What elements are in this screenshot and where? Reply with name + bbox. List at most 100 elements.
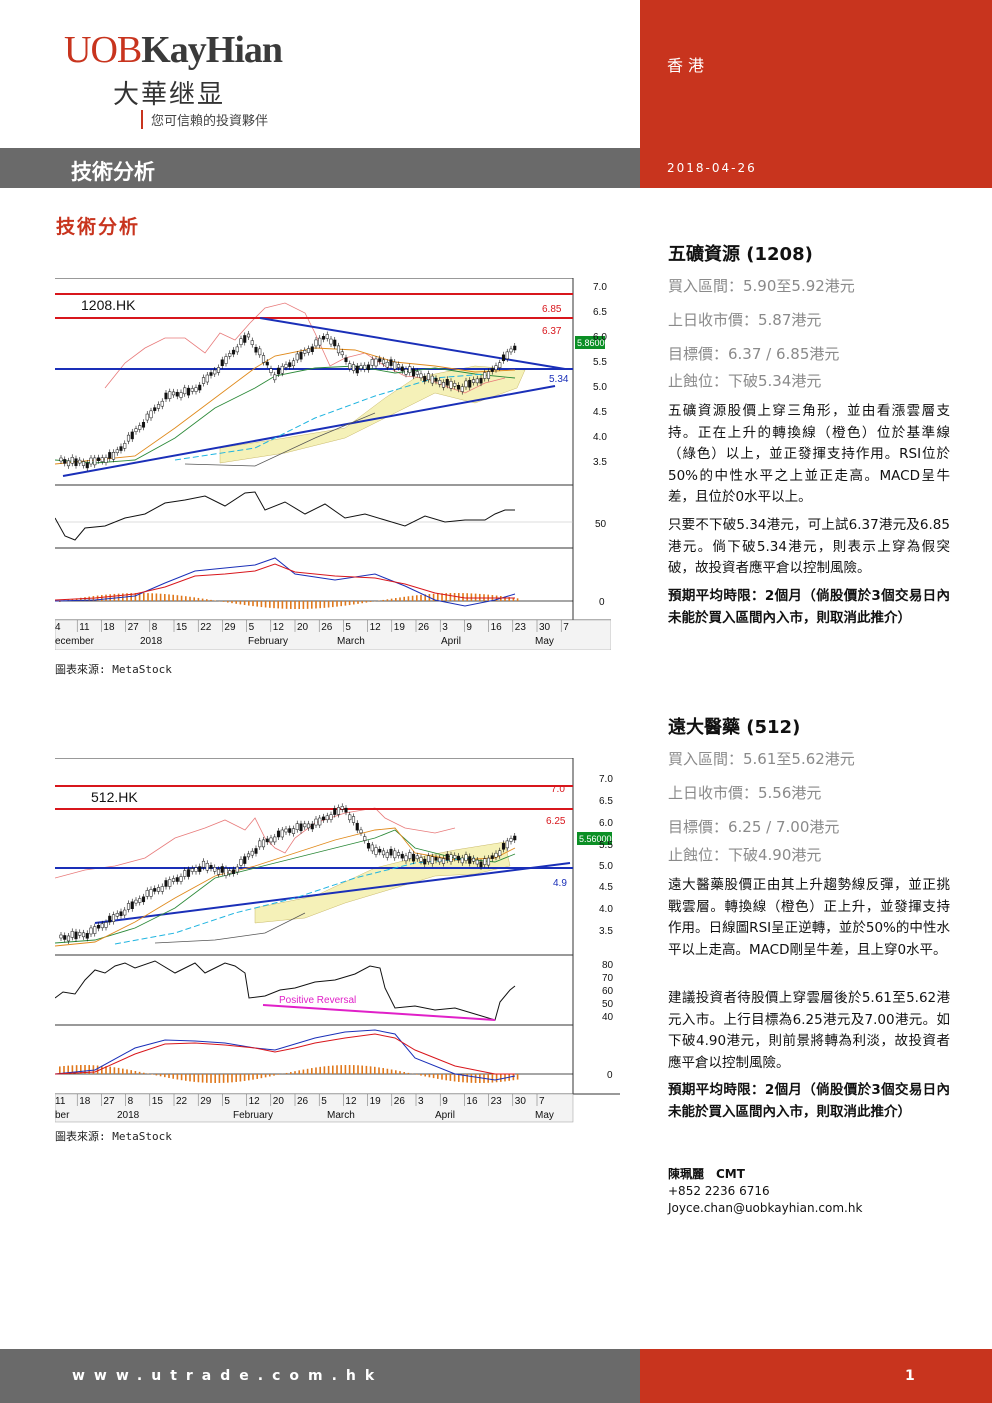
macd-bar	[365, 1065, 368, 1074]
candle-body	[126, 903, 131, 910]
macd-bar	[315, 601, 317, 609]
candle-body	[89, 927, 93, 935]
stock-2-last-price-tag: 5.56000	[579, 834, 612, 844]
candle-body	[396, 852, 401, 856]
x-day-label: 20	[297, 622, 309, 633]
macd-bar	[462, 1074, 464, 1083]
candle-body	[205, 863, 209, 871]
candle-body	[175, 877, 179, 882]
macd-bar	[516, 598, 519, 601]
candle-body	[66, 460, 71, 467]
macd-bar	[441, 1074, 443, 1080]
x-day-label: 26	[297, 1096, 309, 1107]
macd-bar	[63, 1065, 65, 1074]
macd-bar	[117, 1067, 120, 1074]
macd-bar	[294, 1071, 296, 1074]
candle-body	[254, 848, 258, 854]
candle-body	[385, 852, 389, 858]
candle-body	[164, 880, 168, 887]
brand-slogan: 您可信賴的投資夥伴	[141, 110, 268, 129]
candle-body	[96, 457, 101, 462]
macd-bar	[256, 601, 258, 607]
macd-bar	[185, 1074, 187, 1081]
candle-body	[321, 816, 326, 821]
macd-bar	[323, 601, 326, 608]
stock-1-ytick: 5.5	[593, 357, 607, 368]
x-month-label: February	[233, 1110, 273, 1121]
candle-body	[471, 858, 476, 862]
candle-body	[449, 854, 453, 862]
macd-bar	[214, 1074, 216, 1083]
macd-bar	[164, 594, 166, 601]
macd-bar	[437, 593, 439, 601]
candle-body	[134, 899, 138, 904]
stock-1-ytick: 4.5	[593, 407, 607, 418]
candle-body	[179, 876, 183, 882]
stock-1-macd-tick: 0	[599, 597, 605, 608]
macd-bar	[399, 597, 401, 601]
candle-body	[284, 828, 288, 833]
candle-body	[468, 856, 472, 864]
macd-bar	[311, 601, 313, 609]
candle-body	[486, 371, 491, 379]
macd-bar	[407, 1072, 410, 1074]
candle-body	[269, 368, 273, 373]
macd-bar	[151, 1074, 153, 1075]
x-day-label: 27	[128, 622, 140, 633]
candle-body	[426, 855, 431, 863]
stock-2-ytick: 5.5	[599, 840, 613, 851]
stock-1-last-close: 上日收市價：5.87港元	[668, 311, 822, 329]
candle-body	[220, 866, 224, 873]
candle-body	[273, 374, 277, 381]
macd-bar	[105, 594, 107, 601]
candle-body	[314, 339, 318, 347]
candle-body	[359, 829, 363, 834]
candle-body	[243, 856, 247, 864]
macd-bar	[445, 593, 447, 601]
candle-body	[321, 336, 326, 340]
macd-bar	[298, 601, 300, 609]
candle-body	[123, 909, 127, 916]
candle-body	[483, 372, 487, 379]
candle-body	[239, 338, 243, 345]
macd-bar	[193, 1074, 195, 1082]
candle-body	[246, 333, 251, 338]
macd-bar	[378, 1067, 380, 1074]
candle-body	[85, 462, 89, 469]
macd-bar	[411, 595, 414, 601]
page-number: 1	[905, 1368, 915, 1384]
stock-1-chart-source: 圖表來源: MetaStock	[55, 663, 172, 676]
candle-body	[453, 855, 457, 859]
candle-body	[494, 852, 498, 858]
candle-body	[284, 364, 288, 368]
footer-website-link[interactable]: www.utrade.com.hk	[72, 1368, 384, 1384]
candle-body	[63, 935, 67, 940]
macd-bar	[256, 1074, 258, 1079]
x-day-label: 15	[176, 622, 188, 633]
macd-bar	[260, 1074, 263, 1079]
macd-bar	[361, 1065, 363, 1074]
x-day-label: 12	[345, 1096, 357, 1107]
candle-body	[363, 836, 367, 841]
candle-body	[63, 459, 67, 464]
macd-bar	[332, 601, 334, 608]
candle-body	[156, 404, 161, 409]
x-day-label: 18	[79, 1096, 91, 1107]
candle-body	[273, 836, 277, 843]
candle-body	[261, 839, 266, 848]
candle-body	[235, 866, 239, 873]
macd-bar	[365, 601, 368, 603]
candle-body	[149, 889, 153, 897]
stock-2-x-days: 11 18 27 8 15 22 29 5 12 20 26 5 12 19 26 3 9 16 23 30 7	[55, 1094, 545, 1107]
macd-bar	[432, 1074, 435, 1079]
candle-body	[198, 866, 202, 872]
candle-body	[344, 807, 348, 813]
macd-bar	[84, 1065, 86, 1074]
candle-body	[190, 388, 194, 392]
macd-bar	[306, 1068, 309, 1074]
macd-bar	[243, 601, 246, 606]
candle-body	[468, 379, 472, 388]
x-day-label: 19	[370, 1096, 382, 1107]
stock-2-strategy: 建議投資者待股價上穿雲層後於5.61至5.62港元入市。上行目標為6.25港元及…	[668, 990, 950, 1071]
macd-bar	[336, 1065, 338, 1074]
